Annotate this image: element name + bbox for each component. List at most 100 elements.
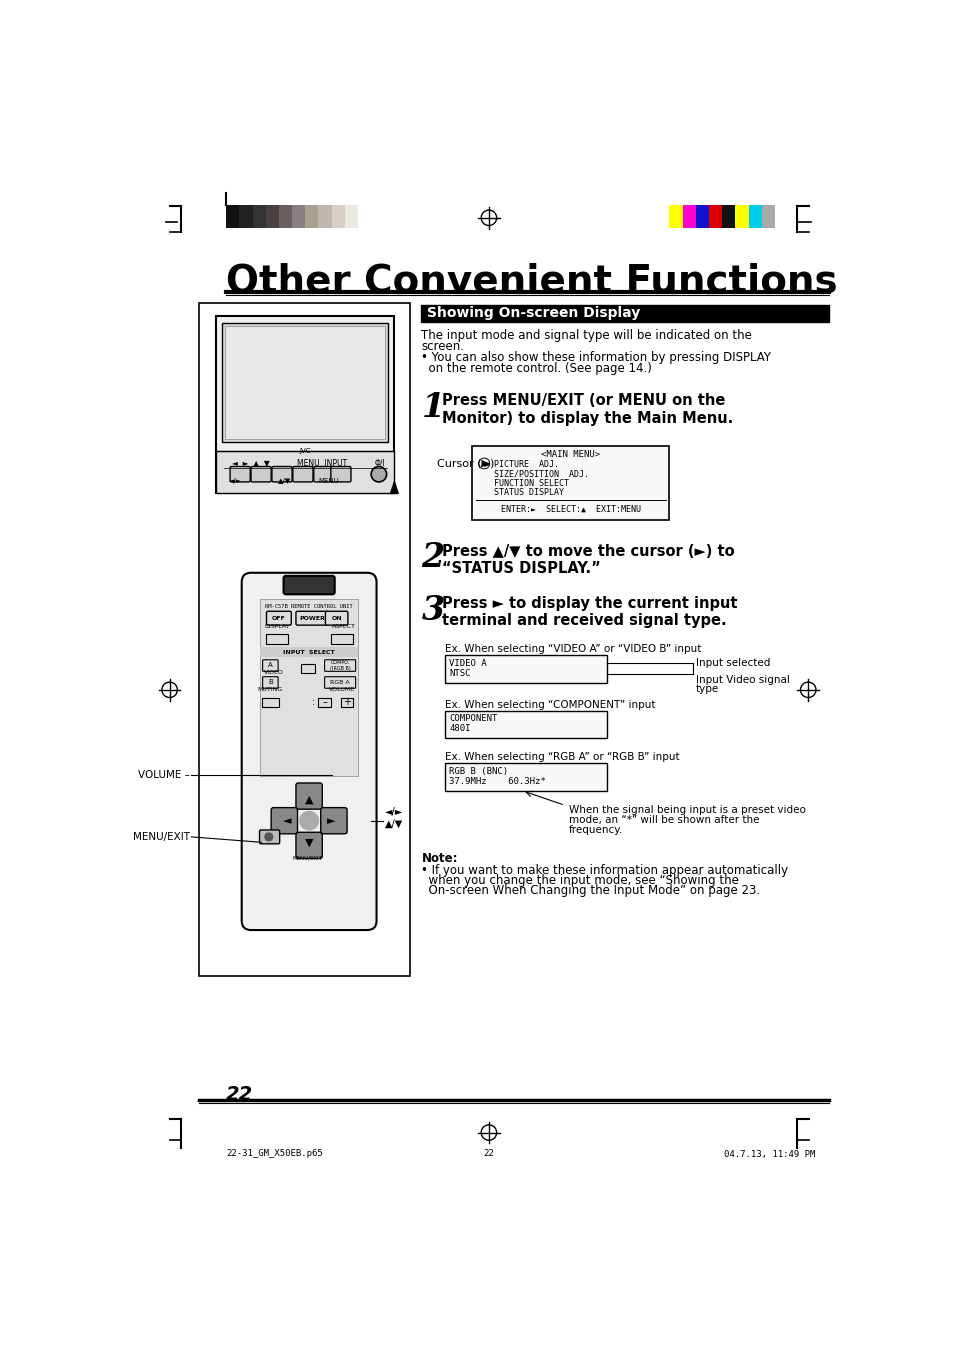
Text: B: B	[268, 679, 273, 685]
Bar	[721, 204, 735, 227]
Bar	[226, 204, 239, 227]
Text: FUNCTION SELECT: FUNCTION SELECT	[493, 479, 568, 488]
Text: INPUT  SELECT: INPUT SELECT	[283, 649, 335, 655]
Text: 480I: 480I	[449, 724, 471, 733]
FancyBboxPatch shape	[262, 660, 278, 671]
Bar	[216, 451, 394, 494]
FancyBboxPatch shape	[230, 467, 250, 482]
FancyBboxPatch shape	[272, 467, 292, 482]
Text: DISPLAY: DISPLAY	[264, 624, 290, 629]
FancyBboxPatch shape	[271, 808, 297, 833]
FancyBboxPatch shape	[324, 676, 355, 689]
FancyBboxPatch shape	[295, 832, 322, 858]
Text: 22: 22	[483, 1150, 494, 1158]
Text: PICTURE  ADJ.: PICTURE ADJ.	[493, 460, 558, 469]
Text: <MAIN MENU>: <MAIN MENU>	[540, 451, 599, 459]
Bar	[260, 647, 357, 658]
Bar	[253, 204, 266, 227]
Text: • You can also show these information by pressing DISPLAY: • You can also show these information by…	[421, 350, 771, 364]
Text: MENU/EXIT: MENU/EXIT	[293, 855, 322, 861]
Bar	[444, 655, 607, 683]
Bar	[472, 446, 669, 520]
FancyBboxPatch shape	[331, 467, 351, 482]
Text: 2: 2	[421, 541, 444, 574]
Text: MUTING: MUTING	[256, 687, 282, 693]
Bar	[682, 204, 695, 227]
Text: ◄  ►  ▲  ▼: ◄ ► ▲ ▼	[232, 459, 269, 468]
Bar	[260, 599, 357, 777]
Text: STATUS DISPLAY: STATUS DISPLAY	[493, 488, 563, 497]
Text: Other Convenient Functions: Other Convenient Functions	[226, 262, 837, 300]
Text: Press ▲/▼ to move the cursor (►) to
“STATUS DISPLAY.”: Press ▲/▼ to move the cursor (►) to “STA…	[441, 544, 734, 576]
Text: Φ/I: Φ/I	[375, 459, 385, 468]
Text: Ex. When selecting “VIDEO A” or “VIDEO B” input: Ex. When selecting “VIDEO A” or “VIDEO B…	[444, 644, 700, 655]
FancyBboxPatch shape	[266, 612, 291, 625]
Text: VIDEO A: VIDEO A	[449, 659, 487, 668]
Bar	[344, 204, 357, 227]
Text: VOLUME –: VOLUME –	[138, 770, 190, 779]
Text: Ex. When selecting “RGB A” or “RGB B” input: Ex. When selecting “RGB A” or “RGB B” in…	[444, 752, 679, 762]
Text: Note:: Note:	[421, 852, 457, 866]
Bar	[292, 204, 305, 227]
Text: Showing On-screen Display: Showing On-screen Display	[427, 306, 639, 321]
Polygon shape	[390, 482, 397, 494]
Bar	[421, 304, 828, 322]
Text: on the remote control. (See page 14.): on the remote control. (See page 14.)	[421, 361, 652, 375]
Text: frequency.: frequency.	[568, 825, 622, 835]
Text: COMPO.
/(RGB B): COMPO. /(RGB B)	[330, 660, 350, 671]
Text: ASPECT: ASPECT	[332, 624, 355, 629]
Bar	[318, 698, 331, 706]
Text: NTSC: NTSC	[449, 668, 471, 678]
Text: 3: 3	[421, 594, 444, 626]
Text: Cursor (►): Cursor (►)	[436, 459, 494, 468]
Text: OFF: OFF	[272, 616, 286, 621]
Bar	[301, 663, 315, 672]
Text: :: :	[312, 698, 314, 706]
Text: ◄/►: ◄/►	[385, 806, 403, 817]
Text: MENU  INPUT: MENU INPUT	[297, 459, 347, 468]
Bar	[261, 698, 278, 706]
Text: VOLUME: VOLUME	[329, 687, 355, 693]
Text: –: –	[322, 697, 327, 708]
Circle shape	[299, 812, 318, 829]
Text: ◄/►: ◄/►	[229, 479, 242, 484]
Bar	[748, 204, 760, 227]
Text: ▲/▼: ▲/▼	[385, 819, 403, 829]
Bar	[222, 322, 388, 442]
FancyBboxPatch shape	[283, 576, 335, 594]
Bar	[331, 635, 353, 644]
Text: On-screen When Changing the Input Mode” on page 23.: On-screen When Changing the Input Mode” …	[421, 884, 760, 897]
Text: ▼: ▼	[305, 838, 313, 847]
Text: RGB A: RGB A	[330, 679, 350, 685]
Text: ENTER:►  SELECT:▲  EXIT:MENU: ENTER:► SELECT:▲ EXIT:MENU	[500, 505, 640, 514]
Text: type: type	[695, 685, 719, 694]
Text: Input Video signal: Input Video signal	[695, 675, 789, 685]
FancyBboxPatch shape	[259, 829, 279, 844]
Bar	[199, 303, 410, 977]
Bar	[357, 204, 371, 227]
FancyBboxPatch shape	[314, 467, 334, 482]
FancyBboxPatch shape	[295, 612, 328, 625]
Text: A: A	[268, 662, 273, 668]
Text: SIZE/POSITION  ADJ.: SIZE/POSITION ADJ.	[493, 469, 588, 479]
Text: 04.7.13, 11:49 PM: 04.7.13, 11:49 PM	[723, 1150, 814, 1158]
Text: ON: ON	[331, 616, 341, 621]
Text: When the signal being input is a preset video: When the signal being input is a preset …	[568, 805, 804, 816]
FancyBboxPatch shape	[241, 572, 376, 930]
Text: mode, an “*” will be shown after the: mode, an “*” will be shown after the	[568, 816, 759, 825]
Text: 22: 22	[226, 1085, 253, 1104]
Text: Input selected: Input selected	[695, 658, 769, 668]
Text: 22-31_GM_X50EB.p65: 22-31_GM_X50EB.p65	[226, 1150, 323, 1158]
FancyBboxPatch shape	[262, 676, 278, 689]
Text: ▲/▼: ▲/▼	[277, 479, 291, 484]
Text: 1: 1	[421, 391, 444, 423]
Circle shape	[371, 467, 386, 482]
Text: 37.9MHz    60.3Hz*: 37.9MHz 60.3Hz*	[449, 777, 545, 786]
Bar	[318, 204, 332, 227]
Bar	[444, 763, 607, 790]
Bar	[278, 204, 292, 227]
Bar	[225, 326, 385, 438]
Text: Ex. When selecting “COMPONENT” input: Ex. When selecting “COMPONENT” input	[444, 700, 655, 710]
FancyBboxPatch shape	[293, 467, 313, 482]
FancyBboxPatch shape	[295, 783, 322, 809]
